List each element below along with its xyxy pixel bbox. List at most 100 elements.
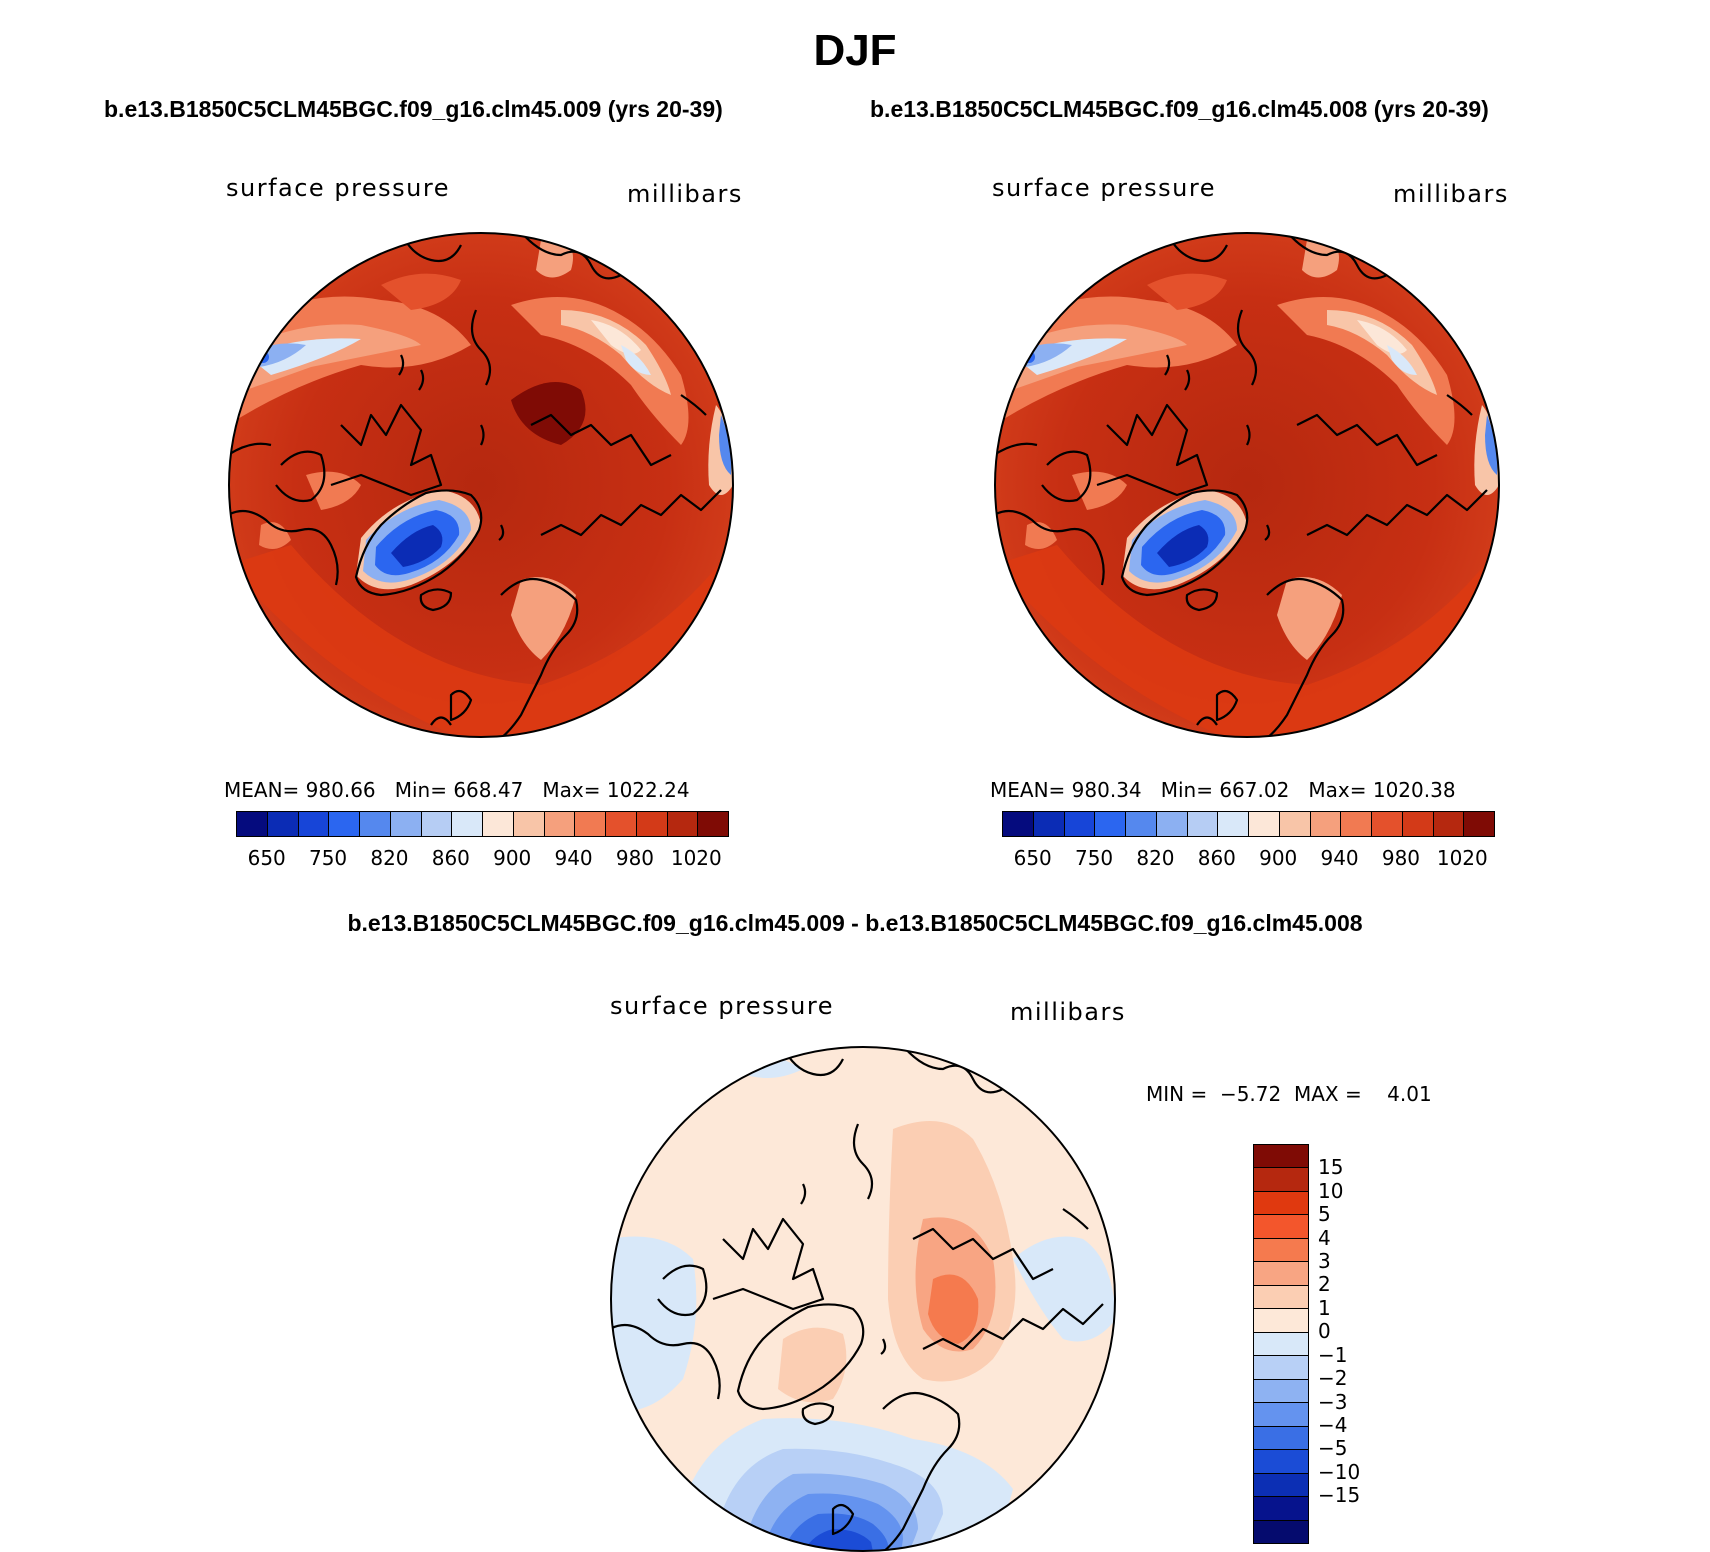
diff-colorbar-tick-label: 5 (1318, 1202, 1331, 1227)
left-colorbar-swatch (390, 812, 422, 836)
left-variable-label: surface pressure (226, 174, 450, 202)
diff-colorbar-swatch (1254, 1191, 1308, 1216)
left-colorbar-tick-label: 1020 (670, 846, 722, 870)
right-colorbar-swatch (1064, 812, 1096, 836)
diff-colorbar-swatch (1254, 1285, 1308, 1310)
right-colorbar-swatch (1310, 812, 1342, 836)
diff-colorbar-swatch (1254, 1497, 1308, 1521)
left-colorbar-swatch (544, 812, 576, 836)
left-colorbar-swatch (421, 812, 453, 836)
difference-title: b.e13.B1850C5CLM45BGC.f09_g16.clm45.009 … (347, 910, 1363, 936)
diff-colorbar-swatch (1254, 1238, 1308, 1263)
diff-colorbar-swatch (1254, 1403, 1308, 1427)
right-colorbar-swatch (1126, 812, 1157, 836)
left-colorbar-swatch (575, 812, 606, 836)
left-colorbar-tick-label: 650 (247, 846, 286, 870)
diff-units-label: millibars (1010, 998, 1126, 1026)
right-colorbar-swatch (1003, 812, 1034, 836)
left-colorbar-swatch (452, 812, 483, 836)
diff-colorbar-tick-label: 3 (1318, 1249, 1331, 1274)
left-colorbar-swatch (698, 812, 728, 836)
diff-colorbar-tick-label: −3 (1318, 1389, 1348, 1414)
right-colorbar-swatch (1095, 812, 1126, 836)
diff-variable-label: surface pressure (610, 992, 834, 1020)
left-colorbar-tick-label: 750 (308, 846, 348, 870)
left-colorbar-tick-label: 940 (554, 846, 593, 870)
left-case-title: b.e13.B1850C5CLM45BGC.f09_g16.clm45.009 … (104, 96, 723, 122)
diff-colorbar-swatch (1254, 1168, 1308, 1192)
diff-colorbar-swatch (1254, 1520, 1308, 1543)
left-colorbar (236, 811, 729, 837)
diff-colorbar-labels: 15 10 5 4 3 2 1 0 −1 −2 −3 −4 −5 −10 −15 (1318, 1144, 1378, 1542)
right-colorbar-swatch (1218, 812, 1249, 836)
left-colorbar-tick-label: 860 (431, 846, 470, 870)
left-colorbar-tick-label: 900 (493, 846, 532, 870)
right-colorbar-swatch (1187, 812, 1219, 836)
diff-colorbar-tick-label: −4 (1318, 1412, 1348, 1437)
left-colorbar-swatch (267, 812, 299, 836)
right-colorbar-swatch (1156, 812, 1188, 836)
right-stats: MEAN= 980.34 Min= 667.02 Max= 1020.38 (990, 778, 1456, 802)
left-colorbar-tick-label: 980 (615, 846, 655, 870)
left-colorbar-swatch (237, 812, 268, 836)
diff-colorbar-swatch (1254, 1309, 1308, 1333)
left-colorbar-swatch (667, 812, 699, 836)
diff-colorbar-tick-label: −10 (1318, 1459, 1361, 1484)
right-colorbar-labels: 650 750 820 860 900 940 980 1020 (1002, 846, 1493, 872)
diff-colorbar-swatch (1254, 1450, 1308, 1474)
diff-colorbar-tick-label: 10 (1318, 1178, 1344, 1203)
left-colorbar-swatch (298, 812, 330, 836)
diff-colorbar-tick-label: −5 (1318, 1436, 1348, 1461)
right-colorbar-swatch (1033, 812, 1065, 836)
diff-colorbar-tick-label: 1 (1318, 1295, 1331, 1320)
diff-colorbar-tick-label: −2 (1318, 1366, 1348, 1391)
diff-colorbar-tick-label: 4 (1318, 1225, 1331, 1250)
right-colorbar-tick-label: 650 (1013, 846, 1052, 870)
left-colorbar-labels: 650 750 820 860 900 940 980 1020 (236, 846, 727, 872)
right-colorbar-tick-label: 750 (1074, 846, 1114, 870)
right-colorbar-tick-label: 860 (1197, 846, 1236, 870)
diff-colorbar-tick-label: −15 (1318, 1483, 1361, 1508)
diff-min-max: MIN = −5.72 MAX = 4.01 (1146, 1082, 1432, 1106)
left-colorbar-swatch (636, 812, 668, 836)
right-units-label: millibars (1393, 180, 1509, 208)
right-colorbar-tick-label: 940 (1320, 846, 1359, 870)
right-colorbar-swatch (1433, 812, 1465, 836)
diff-colorbar-swatch (1254, 1145, 1308, 1169)
diff-colorbar-tick-label: −1 (1318, 1342, 1348, 1367)
left-colorbar-swatch (513, 812, 545, 836)
right-variable-label: surface pressure (992, 174, 1216, 202)
right-colorbar-swatch (1402, 812, 1434, 836)
right-polar-map (994, 232, 1500, 738)
left-polar-map (228, 232, 734, 738)
left-colorbar-swatch (360, 812, 391, 836)
diff-colorbar-swatch (1254, 1473, 1308, 1498)
left-units-label: millibars (627, 180, 743, 208)
left-colorbar-swatch (483, 812, 514, 836)
right-colorbar (1002, 811, 1495, 837)
diff-colorbar-swatch (1254, 1332, 1308, 1357)
diff-colorbar-swatch (1254, 1215, 1308, 1239)
right-colorbar-swatch (1249, 812, 1280, 836)
right-colorbar-swatch (1372, 812, 1403, 836)
right-colorbar-swatch (1279, 812, 1311, 836)
right-colorbar-tick-label: 980 (1381, 846, 1421, 870)
difference-polar-map (610, 1046, 1116, 1552)
left-colorbar-swatch (606, 812, 637, 836)
right-colorbar-tick-label: 820 (1136, 846, 1175, 870)
diff-colorbar-tick-label: 15 (1318, 1155, 1344, 1180)
right-colorbar-tick-label: 1020 (1436, 846, 1488, 870)
diff-colorbar-swatch (1254, 1262, 1308, 1286)
diff-colorbar-swatch (1254, 1426, 1308, 1451)
diff-colorbar-tick-label: 2 (1318, 1272, 1331, 1297)
diff-colorbar-swatch (1254, 1356, 1308, 1380)
right-case-title: b.e13.B1850C5CLM45BGC.f09_g16.clm45.008 … (870, 96, 1489, 122)
left-colorbar-swatch (329, 812, 360, 836)
left-stats: MEAN= 980.66 Min= 668.47 Max= 1022.24 (224, 778, 690, 802)
left-colorbar-tick-label: 820 (370, 846, 409, 870)
right-colorbar-tick-label: 900 (1259, 846, 1298, 870)
diff-colorbar (1253, 1144, 1309, 1544)
right-colorbar-swatch (1341, 812, 1372, 836)
diff-colorbar-swatch (1254, 1379, 1308, 1404)
diff-colorbar-tick-label: 0 (1318, 1319, 1331, 1344)
